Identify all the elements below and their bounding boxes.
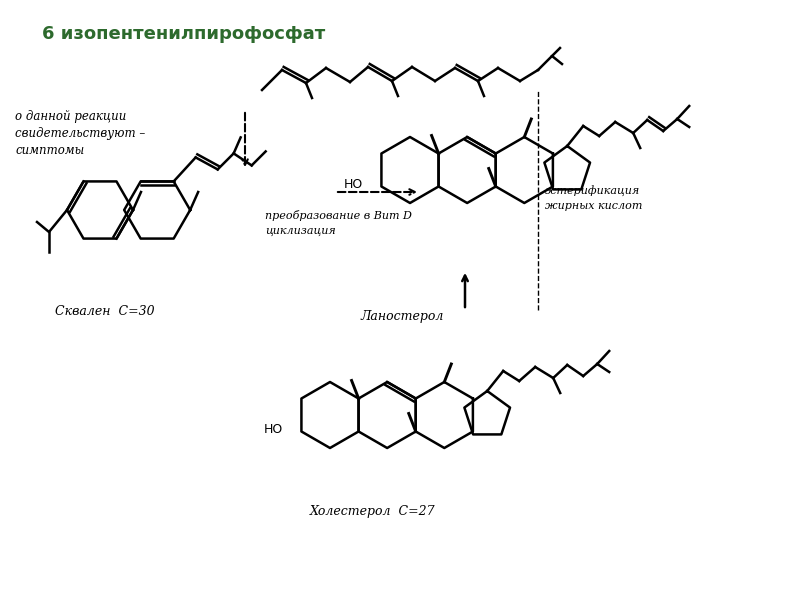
Text: HO: HO (263, 423, 282, 436)
Text: о данной реакции: о данной реакции (15, 110, 126, 123)
Text: Ланостерол: Ланостерол (360, 310, 443, 323)
Text: Холестерол  С=27: Холестерол С=27 (310, 505, 436, 518)
Text: эстерификация: эстерификация (545, 185, 640, 196)
Text: симптомы: симптомы (15, 144, 84, 157)
Text: преобразование в Вит D: преобразование в Вит D (265, 210, 412, 221)
Text: жирных кислот: жирных кислот (545, 201, 642, 211)
Text: 6 изопентенилпирофосфат: 6 изопентенилпирофосфат (42, 25, 326, 43)
Text: свидетельствуют –: свидетельствуют – (15, 127, 146, 140)
Text: циклизация: циклизация (265, 226, 336, 236)
Text: Сквален  С=30: Сквален С=30 (55, 305, 154, 318)
Text: HO: HO (343, 178, 362, 191)
